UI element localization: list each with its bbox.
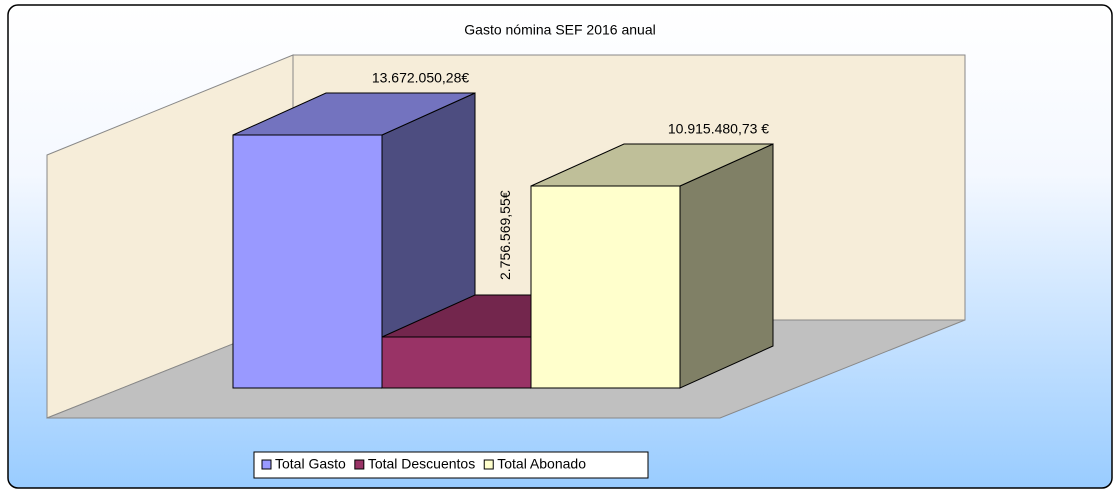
- legend-label: Total Gasto: [275, 456, 346, 472]
- legend-swatch: [354, 459, 365, 470]
- legend-swatch: [483, 459, 494, 470]
- bar: [381, 336, 532, 389]
- bar: [232, 134, 383, 389]
- data-label: 2.756.569,55€: [497, 190, 513, 280]
- data-label: 13.672.050,28€: [372, 70, 470, 86]
- data-label: 10.915.480,73 €: [668, 121, 769, 137]
- bar-side: [679, 143, 774, 389]
- legend-swatch: [261, 459, 272, 470]
- legend: [253, 451, 649, 479]
- legend-label: Total Descuentos: [368, 456, 475, 472]
- chart-title: Gasto nómina SEF 2016 anual: [464, 22, 655, 38]
- bars: [232, 92, 774, 389]
- legend-label: Total Abonado: [497, 456, 586, 472]
- bar: [530, 185, 681, 389]
